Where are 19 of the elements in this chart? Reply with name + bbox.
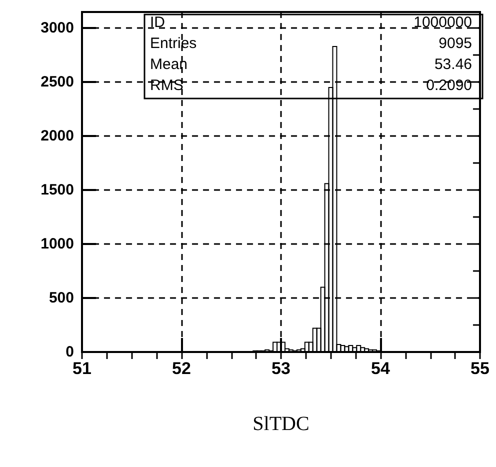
y-tick-label: 0	[66, 344, 74, 360]
annotation: ID	[150, 14, 166, 31]
annotation: 9095	[438, 35, 472, 52]
x-tick-label: 55	[470, 359, 490, 378]
x-tick-label: 51	[72, 359, 92, 378]
y-tick-label: 1500	[40, 182, 74, 199]
x-axis-title: SlTDC	[252, 413, 310, 435]
x-tick-label: 53	[272, 359, 290, 378]
annotation: Entries	[150, 35, 197, 52]
y-tick-label: 3000	[40, 20, 74, 37]
x-tick-label: 52	[172, 359, 191, 378]
x-tick-label: 54	[371, 359, 390, 378]
y-tick-label: 1000	[40, 236, 74, 253]
annotation: Mean	[150, 56, 188, 73]
y-tick-label: 500	[48, 290, 74, 307]
annotation: 1000000	[414, 14, 472, 31]
y-tick-label: 2000	[40, 128, 74, 145]
annotation: 53.46	[434, 56, 472, 73]
y-tick-label: 2500	[40, 74, 74, 91]
